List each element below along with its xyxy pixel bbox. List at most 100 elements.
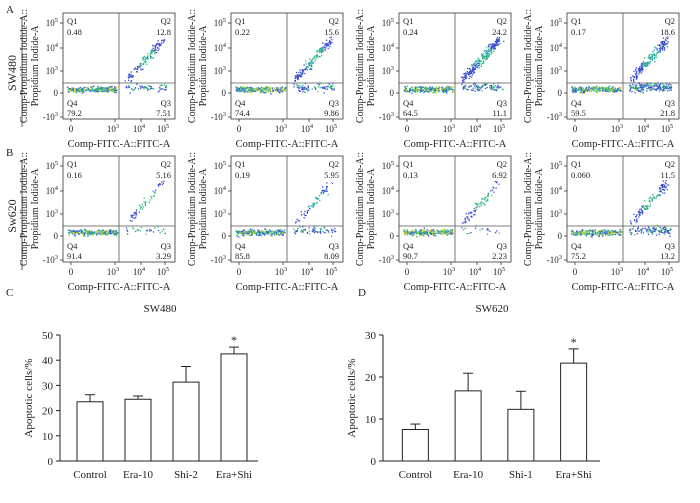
dot — [245, 91, 247, 93]
dot — [78, 230, 81, 232]
dot — [159, 183, 161, 185]
dot — [478, 62, 480, 64]
dot — [660, 41, 662, 44]
dot — [478, 59, 480, 61]
dot — [473, 214, 475, 216]
dot — [442, 231, 444, 233]
dot — [433, 234, 435, 237]
dot — [593, 87, 595, 89]
dot — [610, 229, 612, 232]
dot — [310, 62, 312, 65]
dot — [163, 84, 166, 86]
dot — [252, 231, 254, 233]
dot — [236, 88, 238, 91]
dot — [660, 231, 663, 233]
dot — [489, 50, 491, 52]
dot — [82, 233, 84, 235]
q2-value: 6.92 — [492, 170, 507, 180]
dot — [450, 88, 453, 90]
dot — [77, 89, 79, 91]
dot — [637, 89, 639, 92]
dot — [99, 232, 101, 234]
dot — [318, 50, 320, 52]
dot — [268, 230, 270, 232]
dot — [498, 40, 500, 42]
dot — [577, 87, 579, 89]
dot — [425, 87, 427, 89]
dot — [632, 80, 635, 82]
dot — [109, 229, 111, 231]
dot — [592, 233, 594, 235]
dot — [470, 212, 472, 214]
dot — [603, 229, 606, 231]
dot — [636, 218, 638, 220]
dot — [67, 90, 69, 93]
dot — [267, 231, 269, 233]
dot — [602, 89, 604, 91]
q4-value: 91.4 — [67, 251, 83, 261]
dot — [308, 227, 310, 229]
dot — [416, 87, 418, 89]
dot — [115, 234, 118, 237]
dot — [326, 182, 328, 184]
dot — [254, 90, 257, 92]
dot — [154, 51, 156, 54]
dot — [614, 90, 616, 92]
dot — [580, 233, 583, 235]
dot — [613, 89, 616, 91]
dot — [314, 57, 316, 59]
dot — [308, 62, 310, 64]
dot — [245, 88, 247, 91]
dot — [69, 229, 71, 231]
dot — [602, 230, 604, 232]
dot — [496, 44, 498, 46]
dot — [255, 234, 258, 236]
dot — [302, 231, 304, 233]
dot — [667, 232, 669, 234]
dot — [440, 232, 442, 234]
dot — [411, 89, 413, 91]
dot — [165, 89, 167, 91]
dot — [159, 42, 161, 45]
dot — [669, 232, 671, 235]
dot — [477, 87, 479, 89]
dot — [476, 67, 478, 69]
q3-value: 9.86 — [324, 108, 339, 118]
dot — [470, 69, 472, 71]
dot — [257, 231, 259, 233]
dot — [246, 89, 249, 92]
dot — [422, 231, 424, 234]
dot — [659, 87, 661, 89]
q2-label: Q2 — [161, 159, 171, 169]
q4-label: Q4 — [67, 241, 78, 251]
dot — [446, 86, 449, 89]
dot — [102, 229, 104, 231]
dot — [307, 85, 309, 87]
dot — [243, 234, 245, 237]
dot — [639, 69, 641, 72]
dot — [322, 49, 324, 51]
dot — [599, 87, 602, 89]
dot — [661, 47, 664, 49]
dot — [147, 84, 149, 87]
dot — [265, 92, 267, 94]
dot — [79, 87, 81, 89]
dot — [414, 229, 417, 231]
dot — [140, 87, 142, 89]
dot — [477, 59, 479, 61]
dot — [253, 90, 256, 92]
dot — [152, 47, 154, 49]
dot — [440, 231, 442, 233]
scatter-dots — [571, 36, 673, 94]
dot — [96, 89, 98, 91]
dot — [132, 74, 134, 77]
dot — [465, 77, 467, 79]
dot — [651, 87, 653, 89]
dot — [640, 91, 642, 93]
dot — [437, 87, 440, 90]
dot — [645, 62, 647, 65]
dot — [444, 88, 446, 90]
dot — [427, 235, 430, 237]
dot — [631, 232, 633, 234]
